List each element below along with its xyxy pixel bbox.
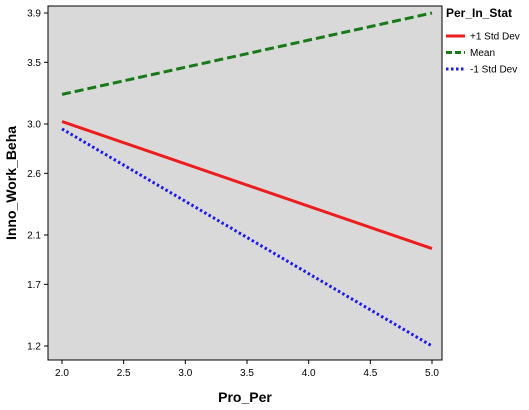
x-tick-label: 3.5 (240, 368, 254, 379)
x-tick-label: 3.0 (178, 368, 192, 379)
y-axis-title: Inno_Work_Beha (3, 126, 19, 240)
legend-label-1: Mean (470, 48, 495, 59)
legend-items: +1 Std Dev Mean -1 Std Dev (446, 32, 520, 76)
y-tick-label: 2.1 (27, 231, 41, 242)
y-tick-label: 2.6 (27, 169, 41, 180)
y-tick-label: 3.5 (27, 58, 41, 69)
x-tick-label: 2.5 (117, 368, 131, 379)
y-tick-label: 3.9 (27, 9, 41, 20)
legend-label-2: -1 Std Dev (470, 65, 517, 76)
x-tick-label: 4.5 (363, 368, 377, 379)
y-tick-label: 1.7 (27, 280, 41, 291)
series-line-2 (61, 127, 433, 348)
y-axis-ticks: 3.9 3.5 3.0 2.6 2.1 1.7 1.2 (27, 9, 48, 353)
x-axis-ticks: 2.0 2.5 3.0 3.5 4.0 4.5 5.0 (55, 360, 439, 379)
series-line-1 (61, 11, 433, 96)
x-tick-label: 2.0 (55, 368, 69, 379)
x-tick-label: 4.0 (302, 368, 316, 379)
legend-label-0: +1 Std Dev (470, 32, 520, 43)
legend-title: Per_In_Stat (446, 6, 512, 20)
legend: Per_In_Stat +1 Std Dev Mean -1 Std Dev (446, 6, 520, 76)
series-lines (61, 11, 433, 348)
series-line-0 (61, 120, 433, 251)
x-tick-label: 5.0 (425, 368, 439, 379)
x-axis-title: Pro_Per (218, 389, 272, 405)
y-tick-label: 1.2 (27, 342, 41, 353)
y-tick-label: 3.0 (27, 120, 41, 131)
